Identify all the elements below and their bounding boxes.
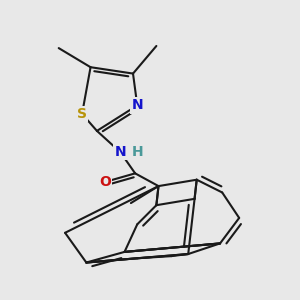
Text: S: S <box>77 107 87 121</box>
Text: N: N <box>131 98 143 112</box>
Text: O: O <box>100 175 111 189</box>
Text: H: H <box>131 145 143 159</box>
Text: N: N <box>115 145 126 159</box>
